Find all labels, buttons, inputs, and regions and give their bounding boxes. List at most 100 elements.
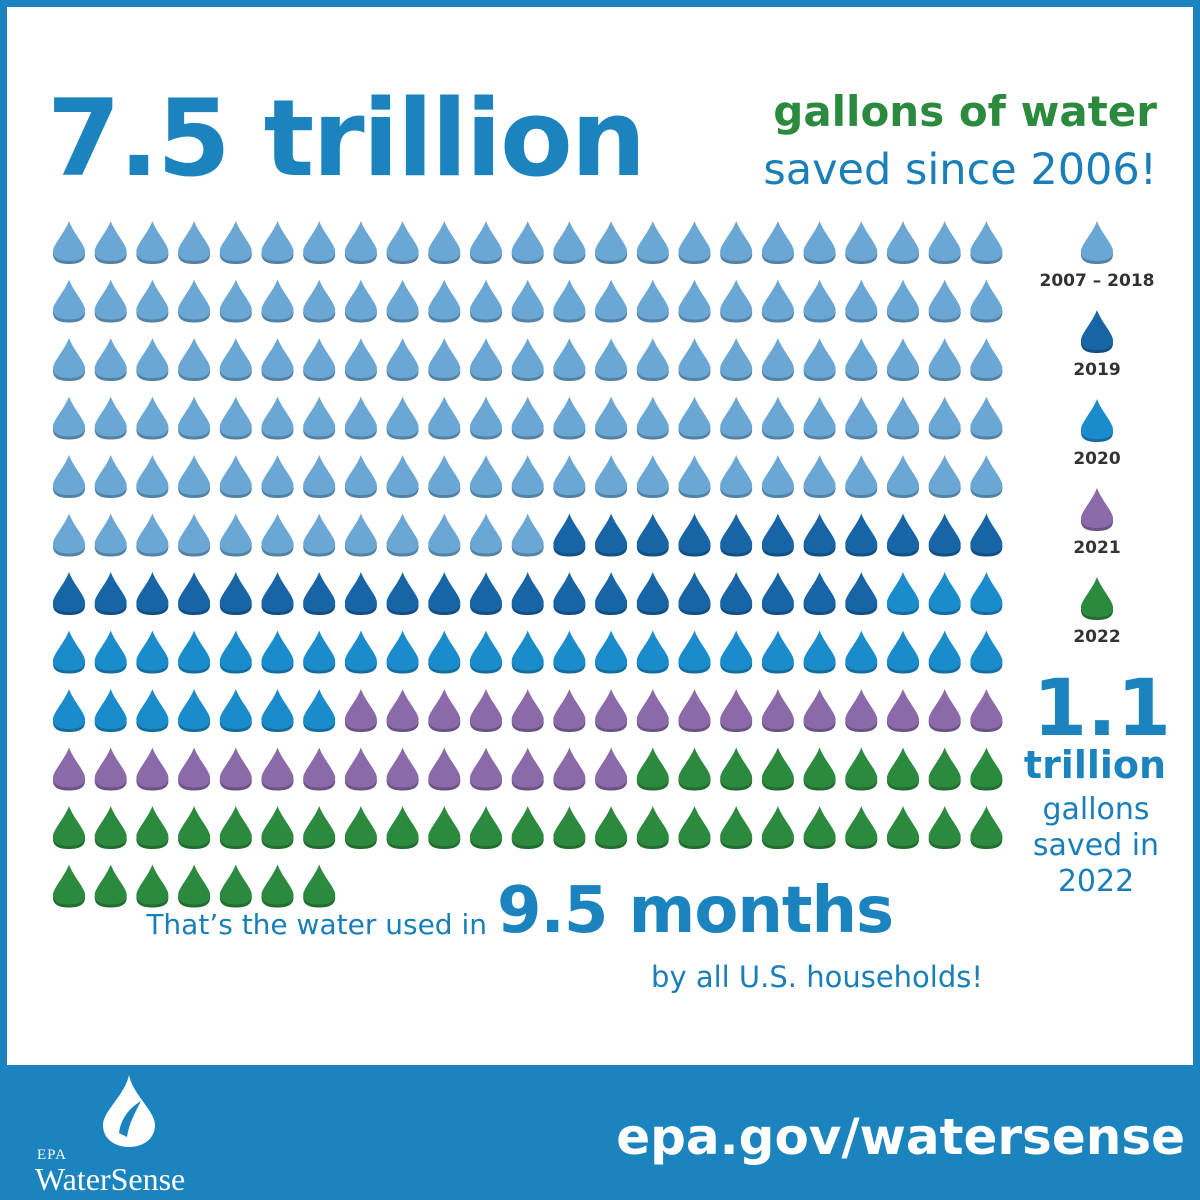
drop-body [761, 572, 794, 612]
drop-series-2 [344, 630, 377, 674]
drop-body [928, 689, 961, 729]
drop-body [178, 630, 211, 671]
drop-series-4 [470, 806, 502, 849]
drop-body [428, 455, 461, 495]
drop-body [720, 747, 753, 788]
drop-series-2 [845, 630, 878, 674]
drop-body [94, 279, 127, 320]
drop-body [553, 806, 586, 846]
drop-body [219, 689, 252, 729]
drop-body [511, 806, 544, 846]
drop-series-0 [261, 455, 294, 498]
drop-series-0 [261, 221, 294, 264]
drop-body [595, 338, 628, 378]
drop-body [344, 747, 377, 788]
drop-series-0 [261, 513, 294, 557]
drop-series-3 [595, 747, 628, 791]
drop-series-0 [928, 396, 961, 440]
drop-series-0 [178, 396, 211, 440]
drop-series-2 [178, 630, 211, 674]
drop-body [261, 513, 294, 554]
drop-series-0 [761, 455, 794, 498]
drop-body [803, 455, 836, 495]
legend-label-2019: 2019 [1073, 360, 1121, 380]
drop-body [887, 279, 919, 320]
drop-body [94, 513, 127, 554]
drop-body [428, 630, 461, 671]
drop-series-0 [261, 279, 294, 323]
drop-series-3 [553, 747, 586, 791]
drop-series-3 [261, 747, 294, 791]
drop-series-1 [94, 572, 127, 615]
drop-series-4 [720, 806, 753, 849]
drop-series-4 [303, 864, 336, 908]
drop-series-0 [720, 221, 753, 264]
drop-body [553, 630, 586, 671]
drop-series-3 [178, 747, 211, 791]
drop-series-0 [636, 221, 669, 264]
drop-body [803, 221, 836, 261]
drop-body [261, 572, 294, 612]
drop-body [720, 806, 753, 846]
drop-body [511, 396, 544, 437]
drop-body [261, 806, 294, 846]
drop-body [928, 221, 961, 261]
drop-series-1 [803, 513, 836, 557]
drop-series-0 [178, 221, 211, 264]
drop-series-2 [970, 572, 1003, 615]
drop-series-2 [887, 572, 919, 615]
drop-series-0 [887, 396, 919, 440]
drop-series-0 [970, 455, 1003, 498]
website-link[interactable]: epa.gov/watersense [616, 1108, 1185, 1166]
drop-body [53, 455, 85, 495]
drop-series-3 [303, 747, 336, 791]
drop-body [803, 513, 836, 554]
drop-series-0 [344, 513, 377, 557]
drop-series-0 [595, 279, 628, 323]
drop-series-1 [428, 572, 461, 615]
drop-body [219, 572, 252, 612]
drop-body [970, 689, 1003, 729]
drop-series-0 [344, 396, 377, 440]
drop-series-4 [720, 747, 753, 791]
drop-series-1 [845, 572, 878, 615]
drop-series-0 [928, 221, 961, 264]
drop-series-0 [928, 279, 961, 323]
drop-body [845, 747, 878, 788]
drop-series-3 [470, 689, 502, 732]
drop-series-1 [803, 572, 836, 615]
drop-body [386, 689, 419, 729]
drop-body [1081, 488, 1113, 528]
drop-series-0 [386, 396, 419, 440]
drop-series-1 [595, 572, 628, 615]
drop-series-3 [386, 689, 419, 732]
drop-series-4 [678, 806, 711, 849]
drop-body [845, 396, 878, 437]
drop-series-0 [303, 455, 336, 498]
drop-body [553, 338, 586, 378]
legend-drop-2 [1081, 399, 1113, 442]
drop-body [970, 396, 1003, 437]
drop-body [94, 396, 127, 437]
drop-series-0 [803, 455, 836, 498]
drop-series-1 [720, 572, 753, 615]
drop-series-0 [636, 455, 669, 498]
drop-series-4 [803, 806, 836, 849]
drop-series-3 [678, 689, 711, 732]
drop-body [803, 689, 836, 729]
logo-name: WaterSense [35, 1161, 186, 1197]
drop-body [470, 338, 502, 378]
drop-series-3 [428, 747, 461, 791]
watersense-drop-icon [103, 1075, 155, 1147]
legend-label-2022: 2022 [1073, 627, 1121, 647]
drop-series-2 [928, 630, 961, 674]
drop-body [511, 513, 544, 554]
drop-series-0 [636, 279, 669, 323]
drop-body [511, 689, 544, 729]
callout-desc-line2: saved in [1032, 828, 1160, 863]
drop-body [344, 630, 377, 671]
drop-body [720, 455, 753, 495]
drop-body [720, 572, 753, 612]
drop-series-2 [94, 689, 127, 732]
drop-body [595, 279, 628, 320]
